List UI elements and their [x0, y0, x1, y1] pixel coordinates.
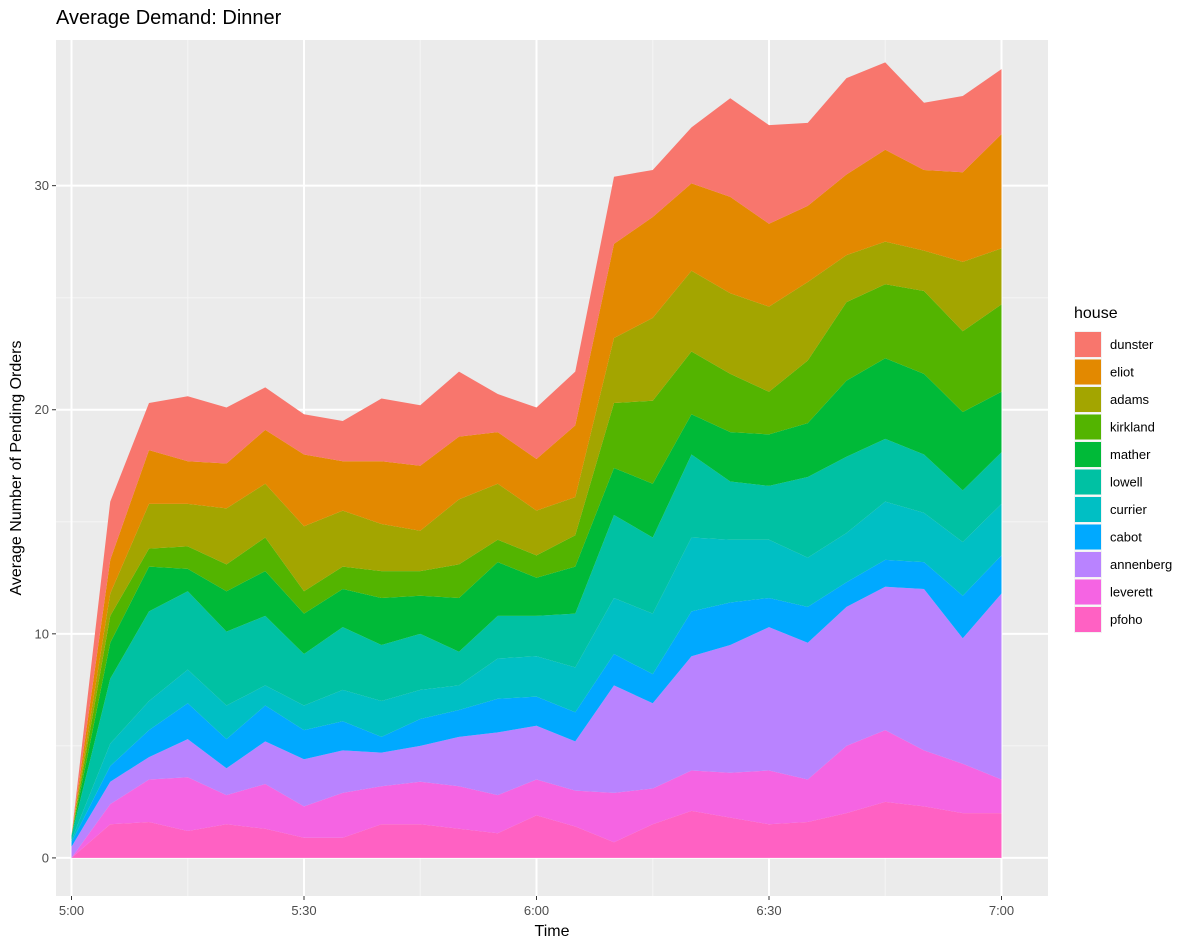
legend-item-mather: mather: [1074, 441, 1151, 468]
area-cabot: [71, 555, 1002, 847]
legend-item-eliot: eliot: [1074, 358, 1134, 386]
x-axis: 5:00 5:30 6:00 6:30 7:00: [59, 896, 1014, 918]
x-tick-label: 5:30: [291, 903, 316, 918]
legend-key-swatch: [1075, 469, 1101, 495]
area-lowell: [71, 438, 1002, 840]
legend-item-pfoho: pfoho: [1074, 606, 1143, 633]
legend-key-swatch: [1075, 552, 1101, 577]
legend-item-leverett: leverett: [1074, 578, 1153, 606]
x-tick-label: 5:00: [59, 903, 84, 918]
legend-key-swatch: [1075, 442, 1101, 467]
legend-label: cabot: [1110, 530, 1142, 545]
x-tick-label: 6:30: [756, 903, 781, 918]
legend-label: adams: [1110, 392, 1150, 407]
legend-label: dunster: [1110, 337, 1154, 352]
area-dunster: [71, 62, 1002, 836]
legend-key-swatch: [1075, 524, 1101, 550]
area-eliot: [71, 134, 1002, 836]
legend-label: currier: [1110, 502, 1148, 517]
x-axis-title: Time: [535, 923, 570, 940]
stacked-areas: [71, 62, 1002, 858]
legend-label: mather: [1110, 447, 1151, 462]
area-annenberg: [71, 586, 1002, 858]
legend-key-swatch: [1075, 332, 1101, 357]
legend-item-currier: currier: [1074, 496, 1148, 523]
area-adams: [71, 241, 1002, 836]
legend-item-kirkland: kirkland: [1074, 413, 1155, 441]
area-kirkland: [71, 284, 1002, 836]
legend-label: leverett: [1110, 585, 1153, 600]
chart-title: Average Demand: Dinner: [56, 7, 282, 29]
legend-key-swatch: [1075, 359, 1101, 385]
legend-key-swatch: [1075, 579, 1101, 605]
legend-label: annenberg: [1110, 557, 1172, 572]
y-tick-label: 10: [35, 626, 49, 641]
legend-title: house: [1074, 305, 1118, 322]
y-tick-label: 30: [35, 178, 49, 193]
x-tick-label: 7:00: [989, 903, 1014, 918]
legend-label: kirkland: [1110, 420, 1155, 435]
y-axis: 0 10 20 30: [35, 178, 56, 865]
legend-key-swatch: [1075, 497, 1101, 522]
legend-key-swatch: [1075, 387, 1101, 412]
legend-label: lowell: [1110, 475, 1143, 490]
area-leverett: [71, 730, 1002, 858]
legend-label: eliot: [1110, 365, 1134, 380]
area-pfoho: [71, 801, 1002, 858]
legend-item-annenberg: annenberg: [1074, 551, 1172, 578]
y-tick-label: 20: [35, 402, 49, 417]
legend-item-cabot: cabot: [1074, 523, 1142, 551]
y-tick-label: 0: [42, 850, 49, 865]
x-tick-label: 6:00: [524, 903, 549, 918]
area-currier: [71, 501, 1002, 843]
legend-key-swatch: [1075, 414, 1101, 440]
legend-label: pfoho: [1110, 612, 1143, 627]
legend-item-dunster: dunster: [1074, 331, 1154, 358]
legend-item-lowell: lowell: [1074, 468, 1143, 496]
area-mather: [71, 358, 1002, 836]
legend-item-adams: adams: [1074, 386, 1150, 413]
y-axis-title: Average Number of Pending Orders: [8, 341, 25, 596]
legend: house dunster eliot adams kirkland mather low…: [1074, 305, 1172, 633]
legend-key-swatch: [1075, 607, 1101, 632]
